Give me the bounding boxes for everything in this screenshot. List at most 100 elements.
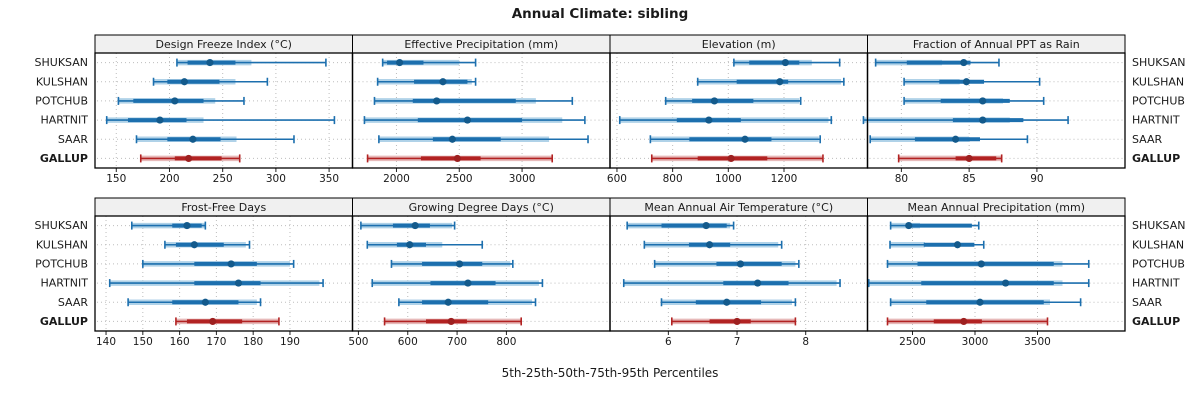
panel-border: [94, 52, 354, 169]
interval-gallup: [670, 317, 797, 326]
axis-tick-label: 800: [663, 173, 683, 185]
interval-potchub: [142, 259, 295, 268]
interval-potchub: [886, 259, 1090, 268]
median-dot: [953, 241, 962, 249]
panel-title: Fraction of Annual PPT as Rain: [913, 38, 1080, 51]
panel-frost-free-days: Frost-Free Days 140 150 160 170 180 190: [94, 197, 354, 348]
station-label-right-kulshan: KULSHAN: [1132, 238, 1184, 251]
median-dot: [180, 78, 188, 86]
median-dot: [433, 97, 441, 105]
panel-title: Growing Degree Days (°C): [409, 201, 554, 214]
interval-saar: [889, 298, 1082, 307]
median-dot: [905, 221, 913, 230]
median-dot: [201, 298, 209, 306]
median-dot: [171, 97, 179, 105]
panel-border: [866, 215, 1126, 332]
median-dot: [776, 78, 784, 86]
interval-shuksan: [360, 221, 456, 230]
axis-tick-label: 600: [607, 173, 627, 185]
station-label-left-kulshan: KULSHAN: [36, 75, 88, 88]
station-label-left-potchub: POTCHUB: [35, 257, 88, 270]
median-dot: [965, 154, 973, 163]
axis-tick-label: 200: [159, 173, 179, 185]
station-label-right-saar: SAAR: [1132, 296, 1163, 309]
panel-title: Mean Annual Air Temperature (°C): [644, 201, 833, 214]
axis-tick-label: 85: [962, 173, 975, 185]
axis-tick-label: 1200: [771, 173, 798, 185]
panel-area: Design Freeze Index (°C) 150 200 250 300 350 E…: [35, 34, 1185, 348]
axis-tick-label: 90: [1030, 173, 1043, 185]
median-dot: [1002, 279, 1010, 287]
panel-title: Effective Precipitation (mm): [404, 38, 558, 51]
panel-fraction-of-annual-ppt-as-rain: Fraction of Annual PPT as Rain 80 85 90: [862, 34, 1126, 185]
median-dot: [951, 135, 960, 143]
median-dot: [439, 78, 447, 86]
median-dot: [705, 116, 713, 124]
panel-border: [609, 215, 869, 332]
station-label-left-gallup: GALLUP: [40, 152, 88, 165]
median-dot: [962, 78, 971, 86]
station-label-left-potchub: POTCHUB: [35, 94, 88, 107]
interval-shuksan: [874, 58, 1000, 67]
station-label-left-saar: SAAR: [58, 133, 89, 146]
panel-border: [866, 52, 1126, 169]
median-dot: [727, 154, 735, 163]
interval-kulshan: [164, 240, 251, 249]
median-dot: [736, 260, 745, 268]
median-dot: [733, 317, 741, 326]
axis-tick-label: 150: [106, 173, 126, 185]
axis-tick-label: 800: [496, 336, 516, 348]
interval-kulshan: [696, 77, 845, 86]
interval-gallup: [366, 154, 554, 163]
axis-tick-label: 160: [170, 336, 190, 348]
interval-potchub: [664, 96, 802, 105]
axis-tick-label: 150: [133, 336, 153, 348]
median-dot: [710, 97, 718, 105]
axis-tick-label: 350: [319, 173, 339, 185]
interval-kulshan: [376, 77, 477, 86]
axis-tick-label: 3000: [509, 173, 536, 185]
median-dot: [396, 58, 404, 67]
axis-tick-label: 180: [243, 336, 263, 348]
panel-border: [94, 215, 354, 332]
station-label-right-shuksan: SHUKSAN: [1132, 219, 1185, 232]
interval-shuksan: [626, 221, 735, 230]
median-dot: [977, 260, 985, 268]
station-label-right-hartnit: HARTNIT: [1132, 277, 1180, 290]
axis-tick-label: 6: [665, 336, 672, 348]
interval-kulshan: [903, 77, 1041, 86]
axis-tick-label: 2500: [446, 173, 473, 185]
median-dot: [979, 116, 987, 124]
interval-hartnit: [363, 116, 586, 125]
interval-shuksan: [733, 58, 841, 67]
station-label-left-hartnit: HARTNIT: [40, 277, 88, 290]
interval-kulshan: [366, 240, 484, 249]
interval-gallup: [139, 154, 241, 163]
median-dot: [206, 58, 214, 67]
panel-mean-annual-air-temperature-c-: Mean Annual Air Temperature (°C) 6 7 8: [609, 197, 869, 348]
axis-tick-label: 3000: [962, 336, 989, 348]
median-dot: [406, 241, 414, 249]
median-dot: [189, 135, 197, 143]
interval-hartnit: [862, 116, 1069, 125]
axis-tick-label: 2500: [899, 336, 926, 348]
axis-tick-label: 170: [206, 336, 226, 348]
panel-title: Frost-Free Days: [181, 201, 266, 214]
axis-tick-label: 600: [398, 336, 418, 348]
station-label-left-shuksan: SHUKSAN: [35, 219, 88, 232]
panel-title: Mean Annual Precipitation (mm): [908, 201, 1085, 214]
median-dot: [411, 221, 419, 230]
interval-saar: [660, 298, 797, 307]
interval-hartnit: [618, 116, 833, 125]
interval-gallup: [897, 154, 1003, 163]
median-dot: [185, 154, 193, 163]
interval-shuksan: [176, 58, 327, 67]
panel-title: Design Freeze Index (°C): [156, 38, 292, 51]
axis-tick-label: 190: [280, 336, 300, 348]
axis-tick-label: 8: [802, 336, 809, 348]
interval-kulshan: [889, 240, 985, 249]
axis-tick-label: 2000: [383, 173, 410, 185]
interval-gallup: [650, 154, 824, 163]
panel-border: [351, 215, 611, 332]
